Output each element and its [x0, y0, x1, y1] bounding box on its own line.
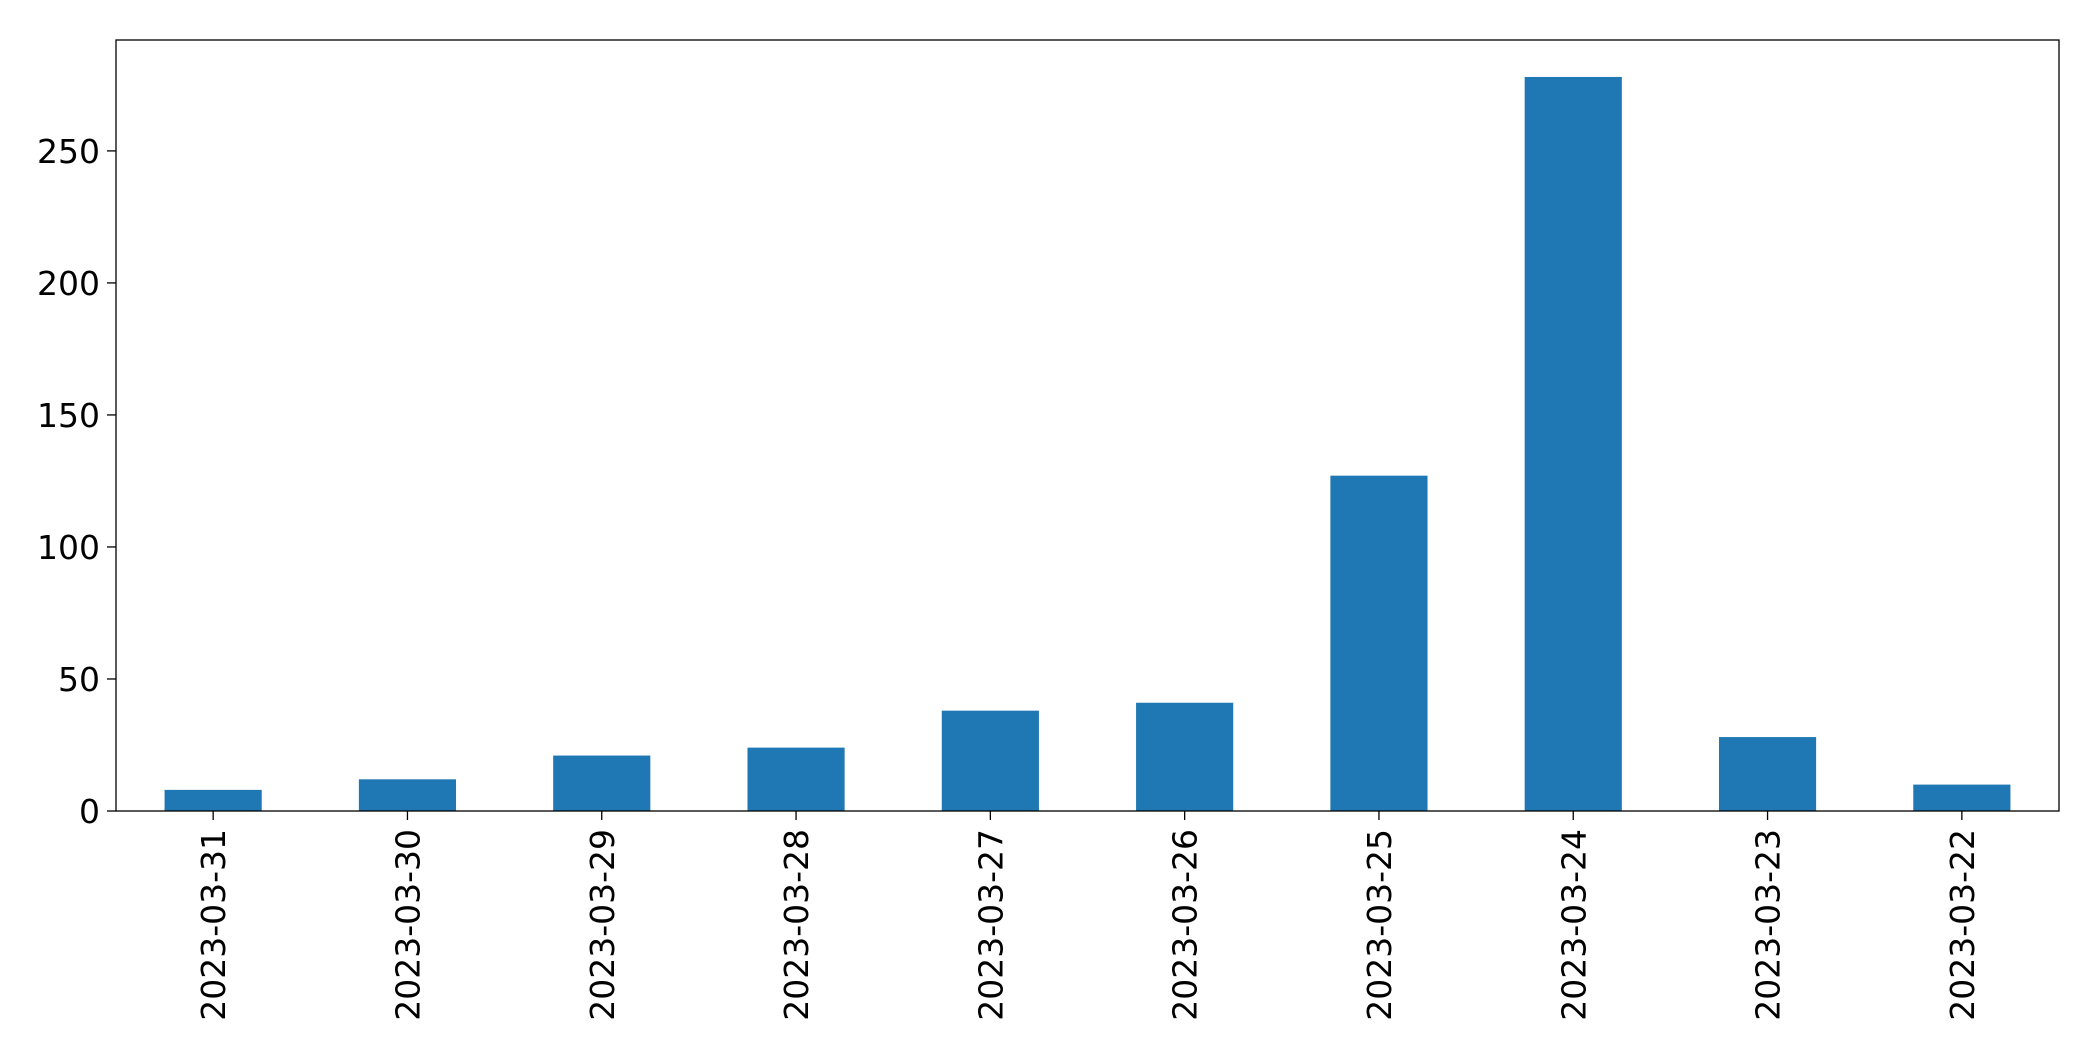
bar-2023-03-24 — [1524, 76, 1622, 811]
bars-group — [164, 76, 2011, 811]
x-tick-label: 2023-03-25 — [1360, 829, 1399, 1021]
bar-2023-03-29 — [553, 755, 651, 811]
x-tick-label: 2023-03-22 — [1943, 829, 1982, 1021]
y-axis: 0 50 100 150 200 250 — [37, 132, 116, 831]
bar-2023-03-28 — [747, 747, 845, 811]
bar-2023-03-25 — [1330, 475, 1428, 811]
bar-2023-03-27 — [941, 710, 1039, 811]
x-tick-label: 2023-03-31 — [194, 829, 233, 1021]
bar-2023-03-31 — [164, 789, 262, 811]
y-tick-label: 50 — [58, 660, 100, 699]
x-tick-label: 2023-03-26 — [1166, 829, 1205, 1021]
x-tick-label: 2023-03-28 — [777, 829, 816, 1021]
plot-frame — [115, 39, 2060, 812]
y-tick-label: 200 — [37, 264, 100, 303]
x-tick-label: 2023-03-29 — [583, 829, 622, 1021]
x-tick-label: 2023-03-24 — [1554, 829, 1593, 1021]
y-tick-label: 100 — [37, 528, 100, 567]
x-axis: 2023-03-31 2023-03-30 2023-03-29 2023-03-28… — [194, 811, 1982, 1021]
y-tick-label: 0 — [79, 792, 100, 831]
bar-2023-03-22 — [1913, 784, 2011, 811]
x-tick-label: 2023-03-23 — [1749, 829, 1788, 1021]
bar-2023-03-23 — [1718, 737, 1817, 811]
y-tick-label: 250 — [37, 132, 100, 171]
bar-2023-03-30 — [358, 779, 457, 811]
y-tick-label: 150 — [37, 396, 100, 435]
x-tick-label: 2023-03-27 — [971, 829, 1010, 1021]
bar-2023-03-26 — [1136, 702, 1234, 811]
x-tick-label: 2023-03-30 — [388, 829, 427, 1021]
